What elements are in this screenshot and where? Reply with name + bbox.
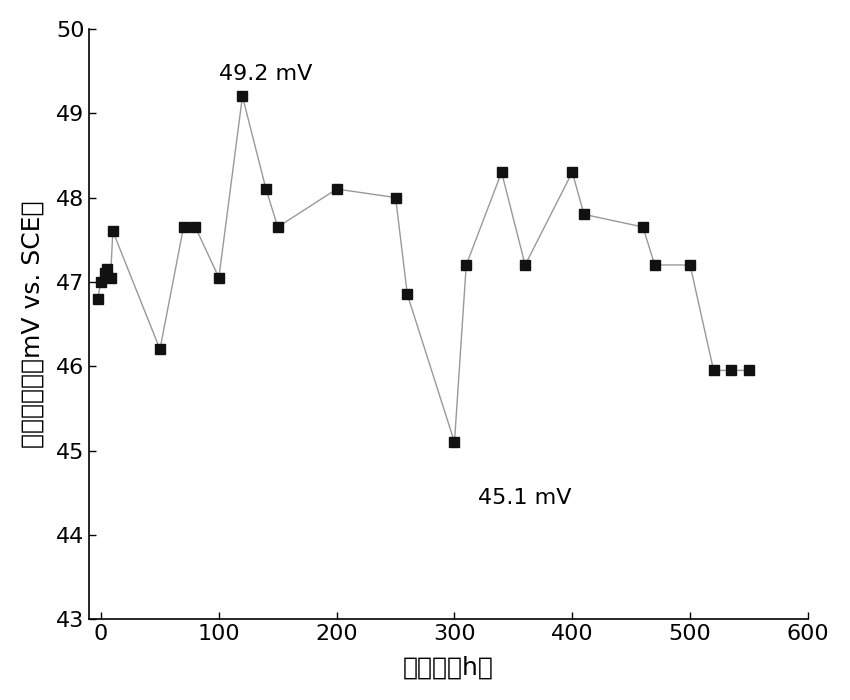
Y-axis label: 电极　电位（mV vs. SCE）: 电极 电位（mV vs. SCE）	[21, 200, 45, 448]
Text: 45.1 mV: 45.1 mV	[478, 489, 571, 508]
Text: 49.2 mV: 49.2 mV	[219, 64, 312, 84]
X-axis label: 时间　（h）: 时间 （h）	[403, 655, 494, 679]
